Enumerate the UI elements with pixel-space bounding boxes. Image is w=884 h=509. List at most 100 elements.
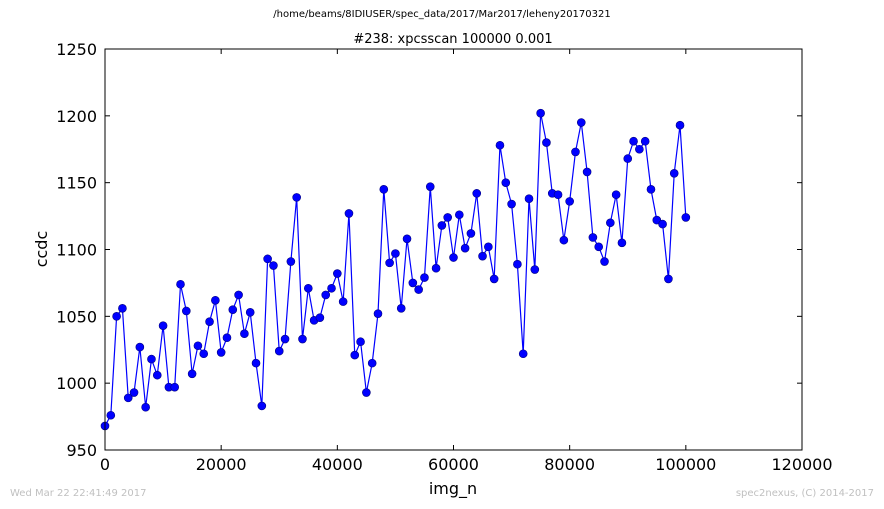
data-point [449,253,458,262]
data-point [420,273,429,282]
data-point [425,182,435,191]
data-point [530,265,540,274]
data-point [635,144,644,154]
data-point [187,369,197,379]
data-point [391,249,400,258]
data-point [274,346,284,356]
x-tick-label: 20000 [196,455,247,474]
plot-frame [104,48,803,451]
data-point [675,120,685,130]
data-point [129,388,139,397]
data-point [396,304,406,313]
data-point [158,321,168,330]
y-tick-label: 1100 [56,241,97,260]
data-point [333,269,342,278]
x-tick-label: 60000 [428,455,479,474]
data-point [611,190,621,199]
data-point [292,193,301,202]
y-tick-label: 1150 [56,174,97,193]
data-point [356,337,365,347]
data-point [193,341,203,351]
data-point [216,348,226,357]
y-axis-label: ccdc [32,231,51,268]
data-point [582,167,592,177]
data-point [350,350,360,360]
data-point [600,257,609,266]
data-point [147,354,156,364]
data-point [455,210,464,220]
data-point [559,235,569,245]
data-point [437,221,447,230]
data-point [327,283,336,293]
data-point [484,242,493,252]
data-point [205,317,214,326]
data-point [367,358,377,368]
plot-area: 0 20000 40000 60000 80000 100000 120000 950 1000… [56,40,832,474]
data-point [315,313,325,322]
data-point [362,388,371,397]
chart-title: #238: xpcsscan 100000 0.001 [353,32,552,47]
data-point [524,194,534,204]
data-point [118,304,127,313]
y-tick-label: 1250 [56,40,97,59]
figure-path-title: /home/beams/8IDIUSER/spec_data/2017/Mar2… [273,9,611,20]
data-point [251,358,261,368]
data-point [495,140,505,150]
data-point [553,190,563,199]
data-point [623,154,633,163]
data-point [170,382,179,392]
data-point [298,334,307,344]
data-point [280,334,290,344]
data-point [106,410,116,420]
data-point [373,309,383,318]
data-point [303,283,313,293]
data-point [478,251,487,261]
data-point [123,393,133,403]
data-point [594,242,604,252]
x-tick-label: 80000 [544,455,595,474]
data-point [228,305,238,314]
data-point [443,213,452,222]
y-tick-label: 1200 [56,107,97,126]
data-point [489,274,499,284]
data-point [664,274,673,284]
data-point [257,401,267,411]
data-point [245,308,255,317]
data-point [431,263,441,273]
data-point [408,278,418,288]
data-point [658,219,667,229]
data-point [466,229,476,238]
series-line [105,113,687,427]
data-point [646,185,656,194]
x-axis-label: img_n [429,479,477,499]
x-tick-label: 100000 [655,455,716,474]
x-tick-label: 40000 [312,455,363,474]
data-point [402,234,412,244]
x-tick-label: 120000 [771,455,832,474]
data-point [606,218,615,228]
data-point [536,108,545,118]
data-point [286,257,296,266]
x-tick-label: 0 [100,455,110,474]
data-point [571,147,580,157]
data-point [414,285,423,294]
data-point [507,199,516,209]
data-point [152,370,162,380]
data-point [588,233,598,242]
data-point [640,136,650,146]
data-point [141,402,150,412]
data-point [385,258,394,268]
data-point [234,290,243,300]
data-point [681,213,691,222]
data-point [321,290,331,300]
data-point [338,297,348,306]
data-point [629,136,638,146]
data-point [460,243,470,253]
data-point [576,118,586,127]
data-point [513,259,522,269]
data-point [240,329,249,339]
data-point [565,197,574,206]
footer-timestamp: Wed Mar 22 22:41:49 2017 [10,488,147,499]
data-point [112,312,121,321]
